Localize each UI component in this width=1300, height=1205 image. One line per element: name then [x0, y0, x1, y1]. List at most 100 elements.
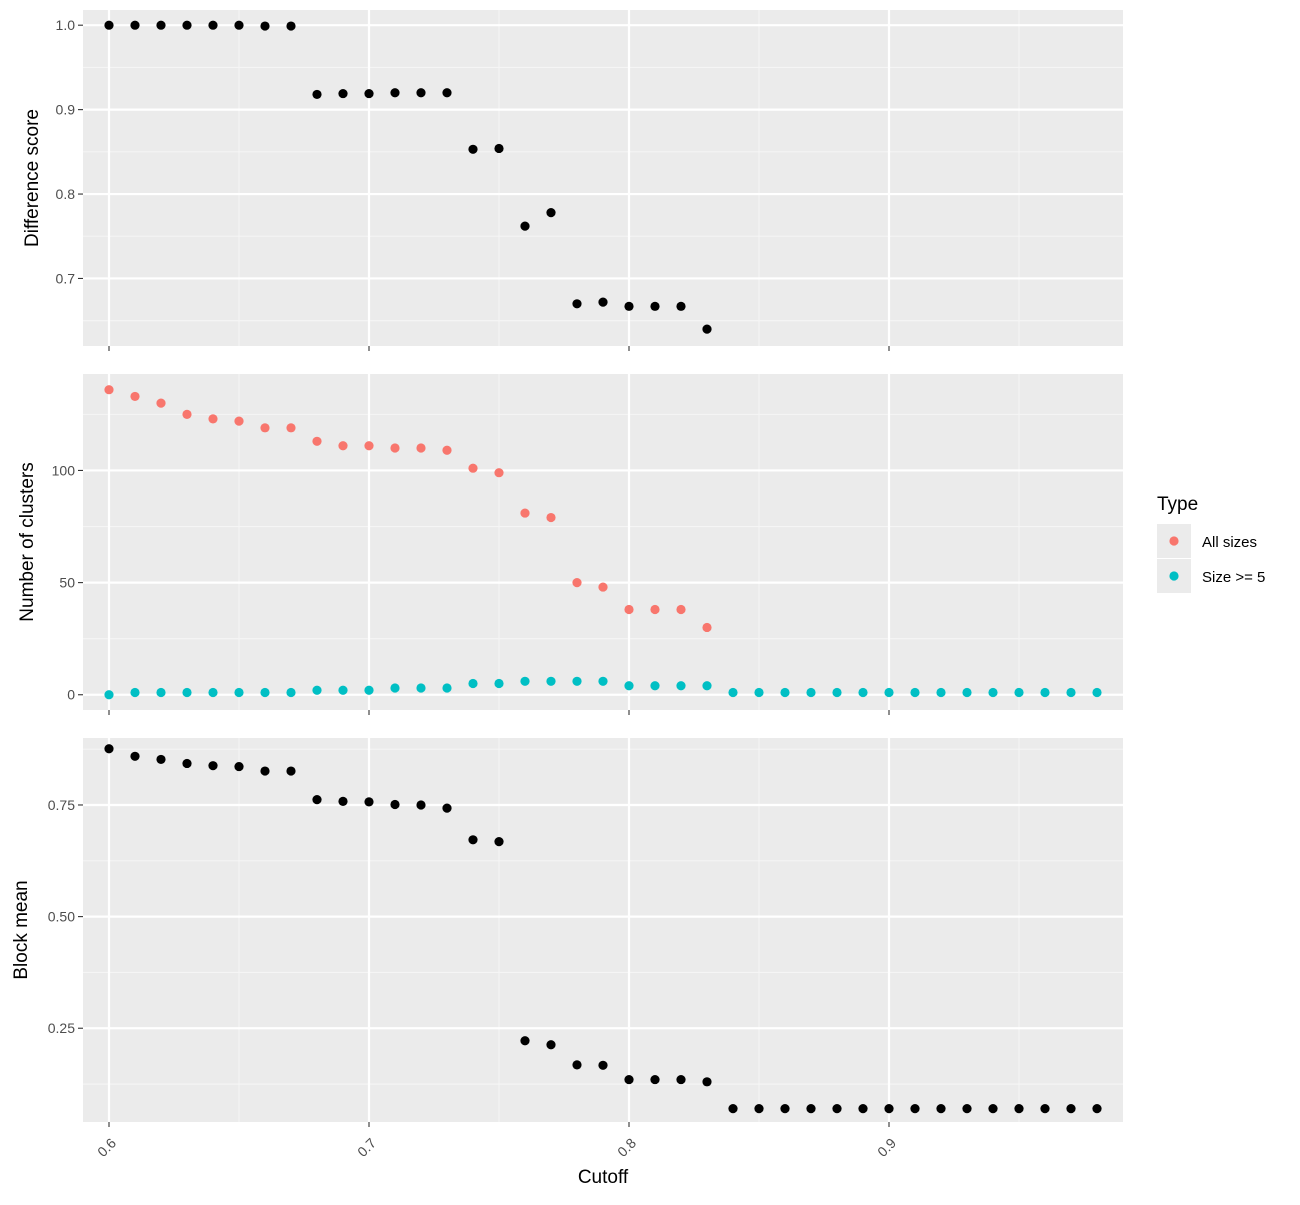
- data-point: [962, 687, 972, 698]
- data-point: [494, 678, 504, 689]
- data-point: [884, 687, 894, 698]
- data-point: [936, 1104, 946, 1114]
- y-axis-title-difference-score: Difference score: [22, 109, 43, 247]
- data-point: [494, 143, 504, 154]
- series-difference-score: [104, 20, 712, 334]
- data-point: [338, 88, 348, 99]
- data-point: [130, 20, 140, 30]
- data-point: [676, 681, 686, 691]
- data-point: [988, 1104, 998, 1114]
- data-point: [962, 1104, 972, 1114]
- data-point: [390, 443, 400, 453]
- data-point: [988, 687, 998, 698]
- data-point: [208, 761, 218, 771]
- data-point: [598, 676, 608, 686]
- data-point: [806, 1104, 816, 1114]
- y-tick-label: 1.0: [56, 17, 76, 33]
- data-point: [676, 1074, 686, 1085]
- data-point: [416, 443, 426, 453]
- data-point: [754, 1104, 764, 1114]
- data-point: [884, 1104, 894, 1114]
- data-point: [338, 685, 348, 695]
- y-tick-label: 0.9: [56, 102, 76, 118]
- x-tick-label: 0.9: [874, 1135, 899, 1160]
- data-point: [650, 1074, 660, 1085]
- data-point: [286, 423, 296, 433]
- data-point: [702, 1077, 712, 1087]
- data-point: [572, 299, 582, 309]
- x-tick-label: 0.8: [614, 1135, 639, 1160]
- data-point: [936, 687, 946, 698]
- data-point: [260, 766, 270, 776]
- data-point: [858, 687, 868, 698]
- data-point: [390, 683, 400, 693]
- data-point: [910, 1104, 920, 1114]
- y-tick-label: 100: [52, 462, 76, 478]
- data-point: [624, 301, 634, 311]
- data-point: [312, 795, 322, 805]
- data-point: [650, 301, 660, 311]
- data-point: [182, 758, 192, 769]
- data-point: [494, 468, 504, 478]
- data-point: [104, 385, 114, 395]
- x-axis-title-cutoff: Cutoff: [578, 1167, 629, 1188]
- data-point: [364, 685, 374, 695]
- data-point: [286, 687, 296, 698]
- data-point: [260, 423, 270, 433]
- data-point: [624, 1074, 634, 1085]
- data-point: [156, 398, 166, 408]
- data-point: [130, 391, 140, 402]
- legend-label-all-sizes: All sizes: [1202, 534, 1257, 551]
- legend-dot-all-sizes: [1169, 536, 1179, 546]
- data-point: [1066, 687, 1076, 698]
- data-point: [702, 681, 712, 691]
- data-point: [260, 21, 270, 31]
- data-point: [416, 800, 426, 810]
- data-point: [676, 604, 686, 615]
- data-point: [468, 463, 478, 473]
- data-point: [598, 1060, 608, 1070]
- data-point: [234, 20, 244, 30]
- data-point: [312, 436, 322, 446]
- data-point: [832, 687, 842, 698]
- y-tick-label: 50: [59, 575, 75, 591]
- data-point: [208, 414, 218, 424]
- data-point: [650, 681, 660, 691]
- data-point: [572, 577, 582, 588]
- data-point: [390, 799, 400, 810]
- x-tick-label: 0.6: [94, 1135, 119, 1160]
- data-point: [104, 744, 114, 754]
- data-point: [234, 761, 244, 772]
- data-point: [104, 20, 114, 30]
- data-point: [624, 681, 634, 691]
- data-point: [546, 1040, 556, 1050]
- data-point: [442, 683, 452, 693]
- data-point: [182, 687, 192, 698]
- data-point: [624, 604, 634, 615]
- data-point: [442, 445, 452, 455]
- y-tick-label: 0.8: [56, 186, 76, 202]
- data-point: [286, 21, 296, 31]
- series-all-sizes: [104, 385, 712, 633]
- data-point: [156, 20, 166, 30]
- data-point: [910, 687, 920, 698]
- data-point: [858, 1104, 868, 1114]
- data-point: [156, 754, 166, 765]
- data-point: [546, 512, 556, 523]
- panel-background: [83, 374, 1123, 710]
- y-tick-label: 0: [67, 687, 75, 703]
- data-point: [390, 88, 400, 98]
- data-point: [598, 582, 608, 592]
- data-point: [442, 88, 452, 98]
- data-point: [520, 221, 530, 231]
- data-point: [520, 1036, 530, 1046]
- panel-difference-score: 0.7 0.8 0.9 1.0: [56, 10, 1123, 351]
- y-tick-label: 0.75: [48, 797, 75, 813]
- series-size-5: [104, 676, 1102, 700]
- data-point: [364, 797, 374, 807]
- data-point: [234, 416, 244, 426]
- data-point: [494, 836, 504, 847]
- data-point: [130, 687, 140, 698]
- data-point: [104, 690, 114, 700]
- data-point: [780, 687, 790, 698]
